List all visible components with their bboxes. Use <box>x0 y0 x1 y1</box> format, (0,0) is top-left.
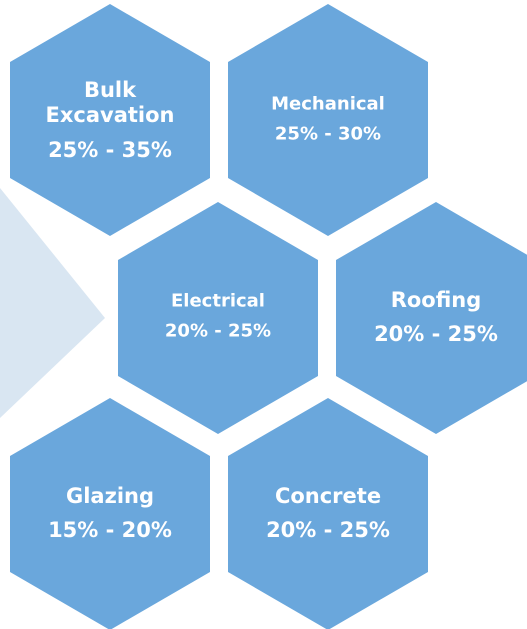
hexagon-shape <box>228 4 428 236</box>
hexagon-name-label: Mechanical <box>271 94 385 115</box>
hexagon-name-label: Glazing <box>66 484 154 508</box>
hexagon-roofing: Roofing 20% - 25% <box>336 202 527 434</box>
hexagon-range-label: 20% - 25% <box>165 321 271 342</box>
hexagon-shape <box>336 202 527 434</box>
hexagon-shape <box>10 398 210 629</box>
hexagon-range-label: 25% - 35% <box>48 138 172 162</box>
hexagon-name-label: Excavation <box>46 103 175 127</box>
hexagon-range-label: 25% - 30% <box>275 124 381 145</box>
hexagon-name-label: Electrical <box>171 291 265 312</box>
arrow-shape <box>0 188 105 418</box>
hexagon-shape <box>228 398 428 629</box>
hexagon-name-label: Roofing <box>391 288 482 312</box>
hexagon-range-label: 20% - 25% <box>266 518 390 542</box>
hexagon-shape <box>118 202 318 434</box>
hexagon-shape <box>10 4 210 236</box>
hexagon-mechanical: Mechanical 25% - 30% <box>228 4 428 236</box>
hexagon-glazing: Glazing 15% - 20% <box>10 398 210 629</box>
hexagon-name-label: Bulk <box>84 78 137 102</box>
hexagon-electrical: Electrical 20% - 25% <box>118 202 318 434</box>
hexagon-range-label: 20% - 25% <box>374 322 498 346</box>
hexagon-range-label: 15% - 20% <box>48 518 172 542</box>
hexagon-concrete: Concrete 20% - 25% <box>228 398 428 629</box>
hexagon-name-label: Concrete <box>275 484 381 508</box>
